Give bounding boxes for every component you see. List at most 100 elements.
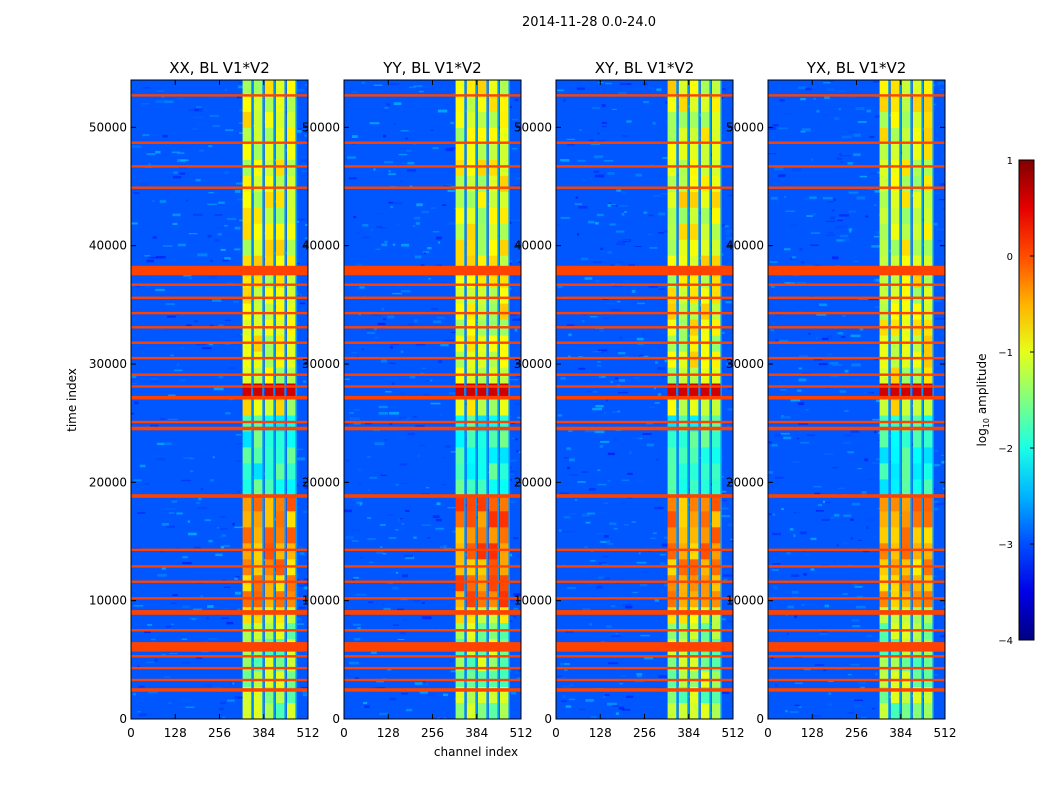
band-cell [890,127,900,145]
band-cell [466,495,476,512]
noise-cell [888,624,892,626]
band-cell [477,527,487,544]
band-cell [286,159,296,177]
noise-cell [185,199,189,202]
noise-cell [619,83,626,85]
noise-cell [618,205,629,207]
noise-cell [727,523,733,527]
noise-cell [855,605,866,609]
band-cell [667,80,677,97]
flagged-row [556,311,733,315]
noise-cell [171,258,178,261]
y-tick-label: 10000 [726,594,764,608]
band-cell [901,271,911,289]
noise-cell [414,319,418,323]
band-cell [689,175,699,193]
band-cell [466,175,476,193]
band-cell [890,495,900,512]
noise-cell [658,675,668,678]
noise-cell [304,486,308,489]
band-cell [242,655,252,672]
y-tick-label: 20000 [514,475,552,489]
noise-cell [181,638,188,640]
noise-cell [565,425,573,428]
noise-cell [155,150,161,154]
noise-cell [619,690,622,694]
noise-cell [602,298,609,300]
noise-cell [936,502,945,505]
noise-cell [507,459,517,462]
flagged-row [556,420,733,424]
flagged-row [344,426,521,431]
noise-cell [791,256,797,259]
noise-cell [141,492,150,495]
noise-cell [818,504,822,507]
band-cell [689,96,699,113]
band-cell [667,383,677,400]
noise-cell [380,474,388,476]
band-cell [455,80,465,97]
band-cell [912,495,922,512]
noise-cell [442,457,446,459]
noise-cell [362,224,369,227]
noise-cell [372,686,379,689]
noise-cell [296,703,300,706]
noise-cell [859,328,864,331]
noise-cell [838,225,848,228]
noise-cell [359,502,362,506]
noise-cell [722,240,732,242]
band-cell [879,175,889,193]
flagged-row [131,341,308,344]
band-cell [275,527,285,544]
band-cell [455,175,465,193]
noise-cell [623,524,629,526]
noise-cell [356,232,360,234]
band-cell [242,447,252,464]
band-cell [477,431,487,448]
noise-cell [847,674,852,676]
noise-cell [229,263,240,266]
noise-cell [794,615,798,619]
noise-cell [595,405,604,408]
noise-cell [473,82,481,85]
noise-cell [721,618,726,621]
noise-cell [196,501,201,505]
noise-cell [509,553,513,557]
band-cell [700,303,710,321]
noise-cell [873,235,880,238]
noise-cell [939,635,945,638]
band-cell [689,415,699,432]
noise-cell [462,701,470,704]
noise-cell [719,331,725,334]
band-cell [466,112,476,129]
band-cell [689,575,699,592]
band-cell [264,223,274,241]
y-tick-label: 10000 [302,594,340,608]
noise-cell [374,442,385,446]
noise-cell [608,662,619,665]
band-cell [499,655,509,672]
flagged-row [768,597,945,600]
band-cell [466,703,476,719]
noise-cell [139,464,146,468]
band-cell [275,287,285,305]
band-cell [499,447,509,464]
noise-cell [877,171,882,174]
noise-cell [181,479,191,482]
colorbar-tick-label: 1 [1007,156,1013,167]
noise-cell [659,430,669,432]
band-cell [912,383,922,400]
noise-cell [729,110,733,112]
noise-cell [414,682,423,685]
noise-cell [574,203,583,206]
noise-cell [770,285,775,288]
noise-cell [886,91,896,94]
noise-cell [636,561,647,564]
noise-cell [380,359,387,363]
flagged-row [131,494,308,498]
noise-cell [591,401,600,404]
noise-cell [844,410,849,412]
noise-cell [830,375,839,378]
noise-cell [181,699,192,703]
noise-cell [771,444,778,447]
